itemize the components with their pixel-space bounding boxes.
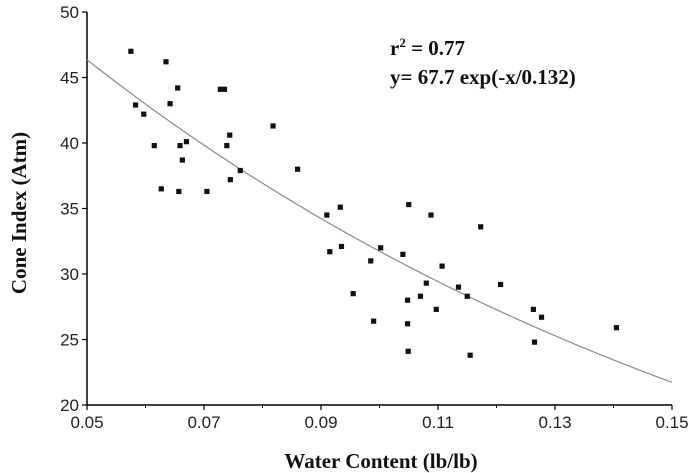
data-point <box>405 348 411 354</box>
data-point <box>221 86 228 92</box>
data-point <box>327 249 333 255</box>
data-point <box>270 123 276 129</box>
data-point <box>295 166 301 172</box>
data-point <box>439 263 445 269</box>
data-point <box>132 102 139 108</box>
data-point <box>167 101 173 107</box>
data-point <box>368 258 374 264</box>
data-point <box>158 186 164 192</box>
data-point <box>538 314 545 320</box>
data-point <box>183 139 190 145</box>
x-axis-title: Water Content (lb/lb) <box>284 449 477 473</box>
data-point <box>404 297 411 303</box>
data-point <box>464 293 470 299</box>
data-point <box>467 352 473 358</box>
data-point <box>217 86 223 92</box>
x-tick-label: 0.05 <box>70 413 103 432</box>
fit-curve-layer <box>86 59 673 383</box>
data-point <box>417 293 424 299</box>
x-tick-label: 0.07 <box>187 413 220 432</box>
data-point <box>175 85 181 91</box>
data-point <box>141 111 147 117</box>
data-point <box>530 306 536 312</box>
data-point <box>338 243 345 250</box>
x-tick-label: 0.13 <box>538 413 571 432</box>
data-point <box>613 325 620 331</box>
data-point <box>227 177 233 183</box>
fit-curve <box>86 59 673 383</box>
data-point <box>400 251 406 257</box>
data-point <box>177 143 183 149</box>
data-point <box>531 339 538 345</box>
data-points <box>128 48 620 358</box>
data-point <box>337 204 343 210</box>
r-squared-label: r2 = 0.77 <box>390 35 465 60</box>
y-tick-label: 40 <box>60 134 79 153</box>
data-point <box>371 318 377 324</box>
data-point <box>237 167 243 174</box>
data-point <box>179 157 185 163</box>
r-squared-value: = 0.77 <box>406 36 465 60</box>
data-point <box>128 48 134 54</box>
data-point <box>478 224 484 230</box>
data-point <box>433 306 439 312</box>
y-axis-title: Cone Index (Atm) <box>7 132 31 294</box>
data-point <box>455 284 462 290</box>
y-tick-label: 45 <box>60 69 79 88</box>
data-point <box>151 143 157 149</box>
data-point <box>406 201 412 208</box>
data-point <box>176 188 182 195</box>
y-tick-label: 20 <box>60 396 79 415</box>
x-tick-label: 0.15 <box>655 413 688 432</box>
r-squared-superscript: 2 <box>399 35 406 50</box>
x-tick-label: 0.11 <box>422 413 454 432</box>
data-point <box>378 245 384 251</box>
data-point <box>324 212 330 218</box>
data-point <box>224 143 230 149</box>
data-point <box>163 59 169 65</box>
r-squared-base: r <box>390 36 399 60</box>
y-tick-label: 50 <box>60 3 79 22</box>
data-point <box>497 281 504 288</box>
y-tick-label: 30 <box>60 265 79 284</box>
data-point <box>428 212 434 218</box>
x-tick-label: 0.09 <box>304 413 337 432</box>
fit-equation-label: y= 67.7 exp(-x/0.132) <box>390 65 576 89</box>
data-point <box>204 188 210 195</box>
y-tick-label: 35 <box>60 200 79 219</box>
data-point <box>423 280 429 286</box>
axes <box>82 11 673 410</box>
data-point <box>227 132 233 138</box>
data-point <box>404 321 411 327</box>
tick-labels: 0.05 0.07 0.09 0.11 0.13 0.15 20 25 30 35 40 45 50 <box>60 3 688 432</box>
y-tick-label: 25 <box>60 331 79 350</box>
data-point <box>350 291 356 297</box>
